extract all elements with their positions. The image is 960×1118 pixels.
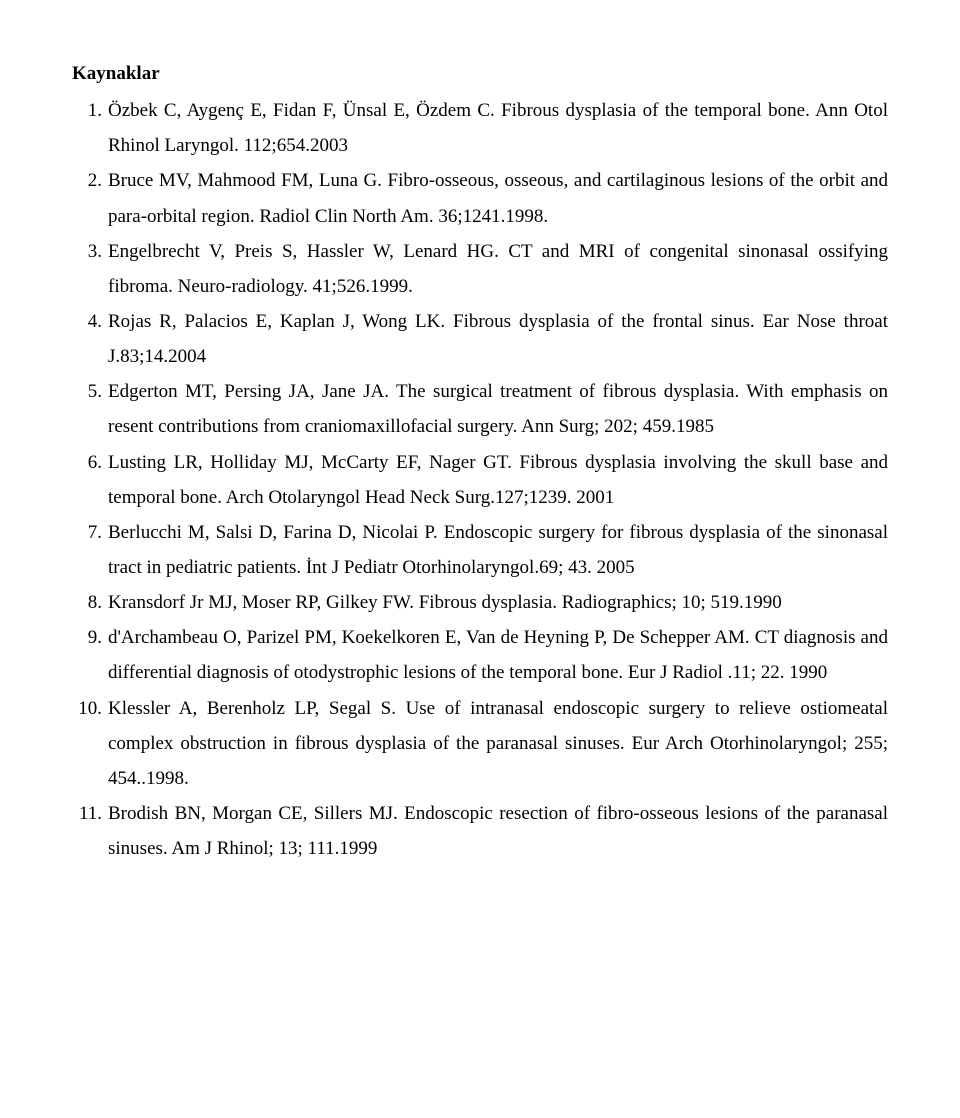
reference-item: Bruce MV, Mahmood FM, Luna G. Fibro-osse… [108, 163, 888, 233]
reference-item: Engelbrecht V, Preis S, Hassler W, Lenar… [108, 234, 888, 304]
reference-item: Özbek C, Aygenç E, Fidan F, Ünsal E, Özd… [108, 93, 888, 163]
reference-item: Rojas R, Palacios E, Kaplan J, Wong LK. … [108, 304, 888, 374]
reference-item: Berlucchi M, Salsi D, Farina D, Nicolai … [108, 515, 888, 585]
references-heading: Kaynaklar [72, 56, 888, 91]
reference-item: Edgerton MT, Persing JA, Jane JA. The su… [108, 374, 888, 444]
reference-item: Kransdorf Jr MJ, Moser RP, Gilkey FW. Fi… [108, 585, 888, 620]
reference-item: d'Archambeau O, Parizel PM, Koekelkoren … [108, 620, 888, 690]
reference-item: Lusting LR, Holliday MJ, McCarty EF, Nag… [108, 445, 888, 515]
reference-item: Brodish BN, Morgan CE, Sillers MJ. Endos… [108, 796, 888, 866]
references-list: Özbek C, Aygenç E, Fidan F, Ünsal E, Özd… [72, 93, 888, 866]
reference-item: Klessler A, Berenholz LP, Segal S. Use o… [108, 691, 888, 796]
